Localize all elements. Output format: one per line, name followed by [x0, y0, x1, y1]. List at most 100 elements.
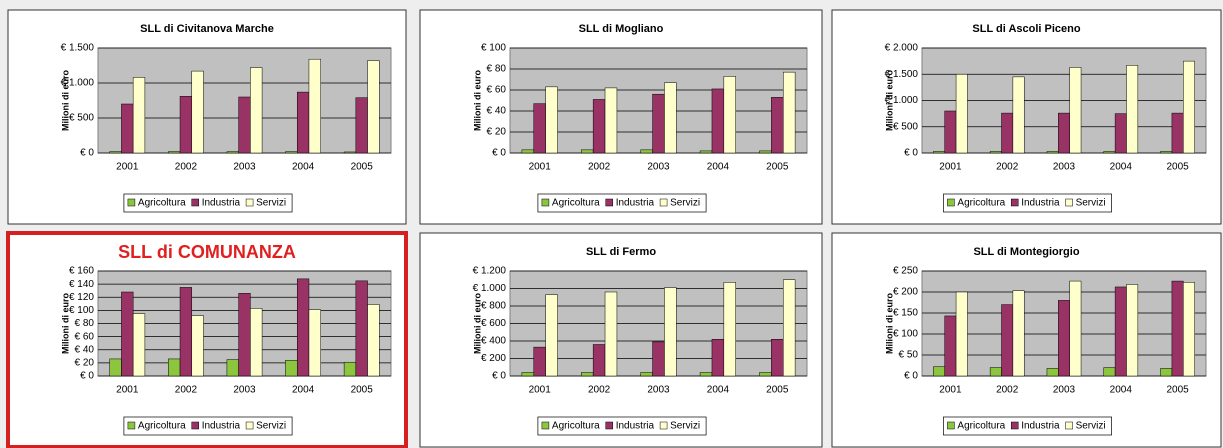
bar [343, 361, 357, 377]
chart-panel: SLL di Ascoli Piceno € 0 € 500 € 1.000 € 1.5… [831, 9, 1222, 225]
bar [604, 291, 618, 377]
bar [592, 344, 606, 377]
bar [1046, 368, 1059, 377]
x-tick-label: 2003 [1053, 162, 1076, 173]
bar [782, 279, 796, 377]
legend-label: Servizi [256, 198, 286, 209]
x-tick-label: 2002 [588, 385, 611, 396]
x-tick-label: 2003 [233, 385, 256, 396]
y-tick-label: € 0 [904, 148, 918, 159]
bar [109, 358, 122, 377]
bar [533, 103, 546, 154]
bar [545, 86, 558, 154]
y-tick-label: € 1.500 [61, 43, 95, 54]
bar [1126, 65, 1139, 154]
bar [191, 70, 204, 154]
y-tick-label: € 100 [69, 305, 94, 316]
bar [250, 308, 263, 377]
legend-swatch [659, 421, 668, 430]
y-tick-label: € 40 [75, 344, 95, 355]
y-tick-label: € 200 [893, 287, 918, 298]
legend-box [123, 193, 293, 213]
bar [944, 315, 957, 377]
x-tick-label: 2001 [939, 385, 962, 396]
legend-swatch [605, 421, 613, 430]
bar [1058, 112, 1070, 154]
bar [367, 304, 380, 377]
bar [132, 77, 146, 154]
y-tick-label: € 0 [492, 148, 506, 159]
y-tick-label: € 150 [893, 308, 918, 319]
legend-swatch [947, 198, 955, 207]
bar [1160, 151, 1173, 154]
bar [711, 88, 725, 154]
legend-swatch [127, 421, 136, 430]
legend-swatch [659, 198, 668, 207]
y-tick-label: € 20 [75, 358, 95, 369]
y-axis-label: Milioni di euro [60, 293, 70, 354]
x-tick-label: 2004 [707, 162, 730, 173]
bar [285, 360, 298, 377]
x-tick-label: 2004 [1110, 162, 1133, 173]
bar [955, 291, 968, 377]
y-tick-label: € 140 [69, 279, 94, 290]
y-axis-label: Milioni di euro [884, 293, 894, 354]
y-tick-label: € 0 [80, 371, 94, 382]
bar [759, 372, 772, 377]
x-tick-label: 2003 [233, 162, 256, 173]
bar [521, 372, 535, 377]
bar [226, 359, 239, 377]
bar [640, 372, 653, 377]
bar [521, 149, 535, 154]
legend-swatch [191, 421, 199, 430]
x-tick-label: 2003 [1053, 385, 1076, 396]
bar [652, 93, 665, 154]
y-tick-label: € 500 [893, 121, 918, 132]
bar [296, 278, 310, 377]
bar [191, 315, 204, 377]
bar [308, 309, 321, 377]
y-tick-label: € 500 [69, 113, 94, 124]
bar [782, 71, 796, 154]
legend-swatch [1065, 198, 1073, 207]
y-tick-label: € 250 [893, 266, 918, 277]
chart-title: SLL di COMUNANZA [118, 242, 296, 262]
chart-panel: SLL di Fermo € 0 € 200 € 400 € 600 € 800 € 1.0… [419, 232, 823, 448]
bar [1012, 290, 1025, 377]
bar [250, 67, 263, 154]
bar [533, 346, 546, 377]
x-tick-label: 2003 [647, 385, 670, 396]
y-tick-label: € 80 [75, 318, 95, 329]
bar [699, 150, 713, 154]
y-tick-label: € 0 [492, 371, 506, 382]
y-tick-label: € 1.200 [473, 266, 507, 277]
legend: Agricoltura Industria Servizi [943, 416, 1112, 436]
chart-title: SLL di Mogliano [579, 23, 664, 35]
bar [592, 99, 606, 154]
bar [367, 60, 380, 154]
x-tick-label: 2002 [588, 162, 611, 173]
bar [296, 91, 310, 154]
bar [355, 97, 368, 154]
legend: Agricoltura Industria Servizi [943, 193, 1112, 213]
y-tick-label: € 200 [481, 353, 506, 364]
chart-title: SLL di Ascoli Piceno [972, 23, 1080, 35]
bar [1069, 67, 1082, 154]
y-axis-label: Milioni di euro [472, 70, 482, 131]
bar [1069, 280, 1082, 377]
legend-label: Industria [1021, 198, 1060, 209]
bar [955, 74, 968, 154]
y-tick-label: € 20 [487, 127, 507, 138]
y-tick-label: € 100 [481, 43, 506, 54]
bar [699, 372, 713, 377]
y-tick-label: € 0 [904, 371, 918, 382]
y-tick-label: € 400 [481, 336, 506, 347]
legend-box [537, 193, 707, 213]
y-tick-label: € 1.000 [885, 95, 919, 106]
x-tick-label: 2004 [292, 385, 315, 396]
y-axis-label: Milioni di euro [472, 293, 482, 354]
legend-label: Agricoltura [957, 198, 1005, 209]
bar [723, 282, 736, 377]
